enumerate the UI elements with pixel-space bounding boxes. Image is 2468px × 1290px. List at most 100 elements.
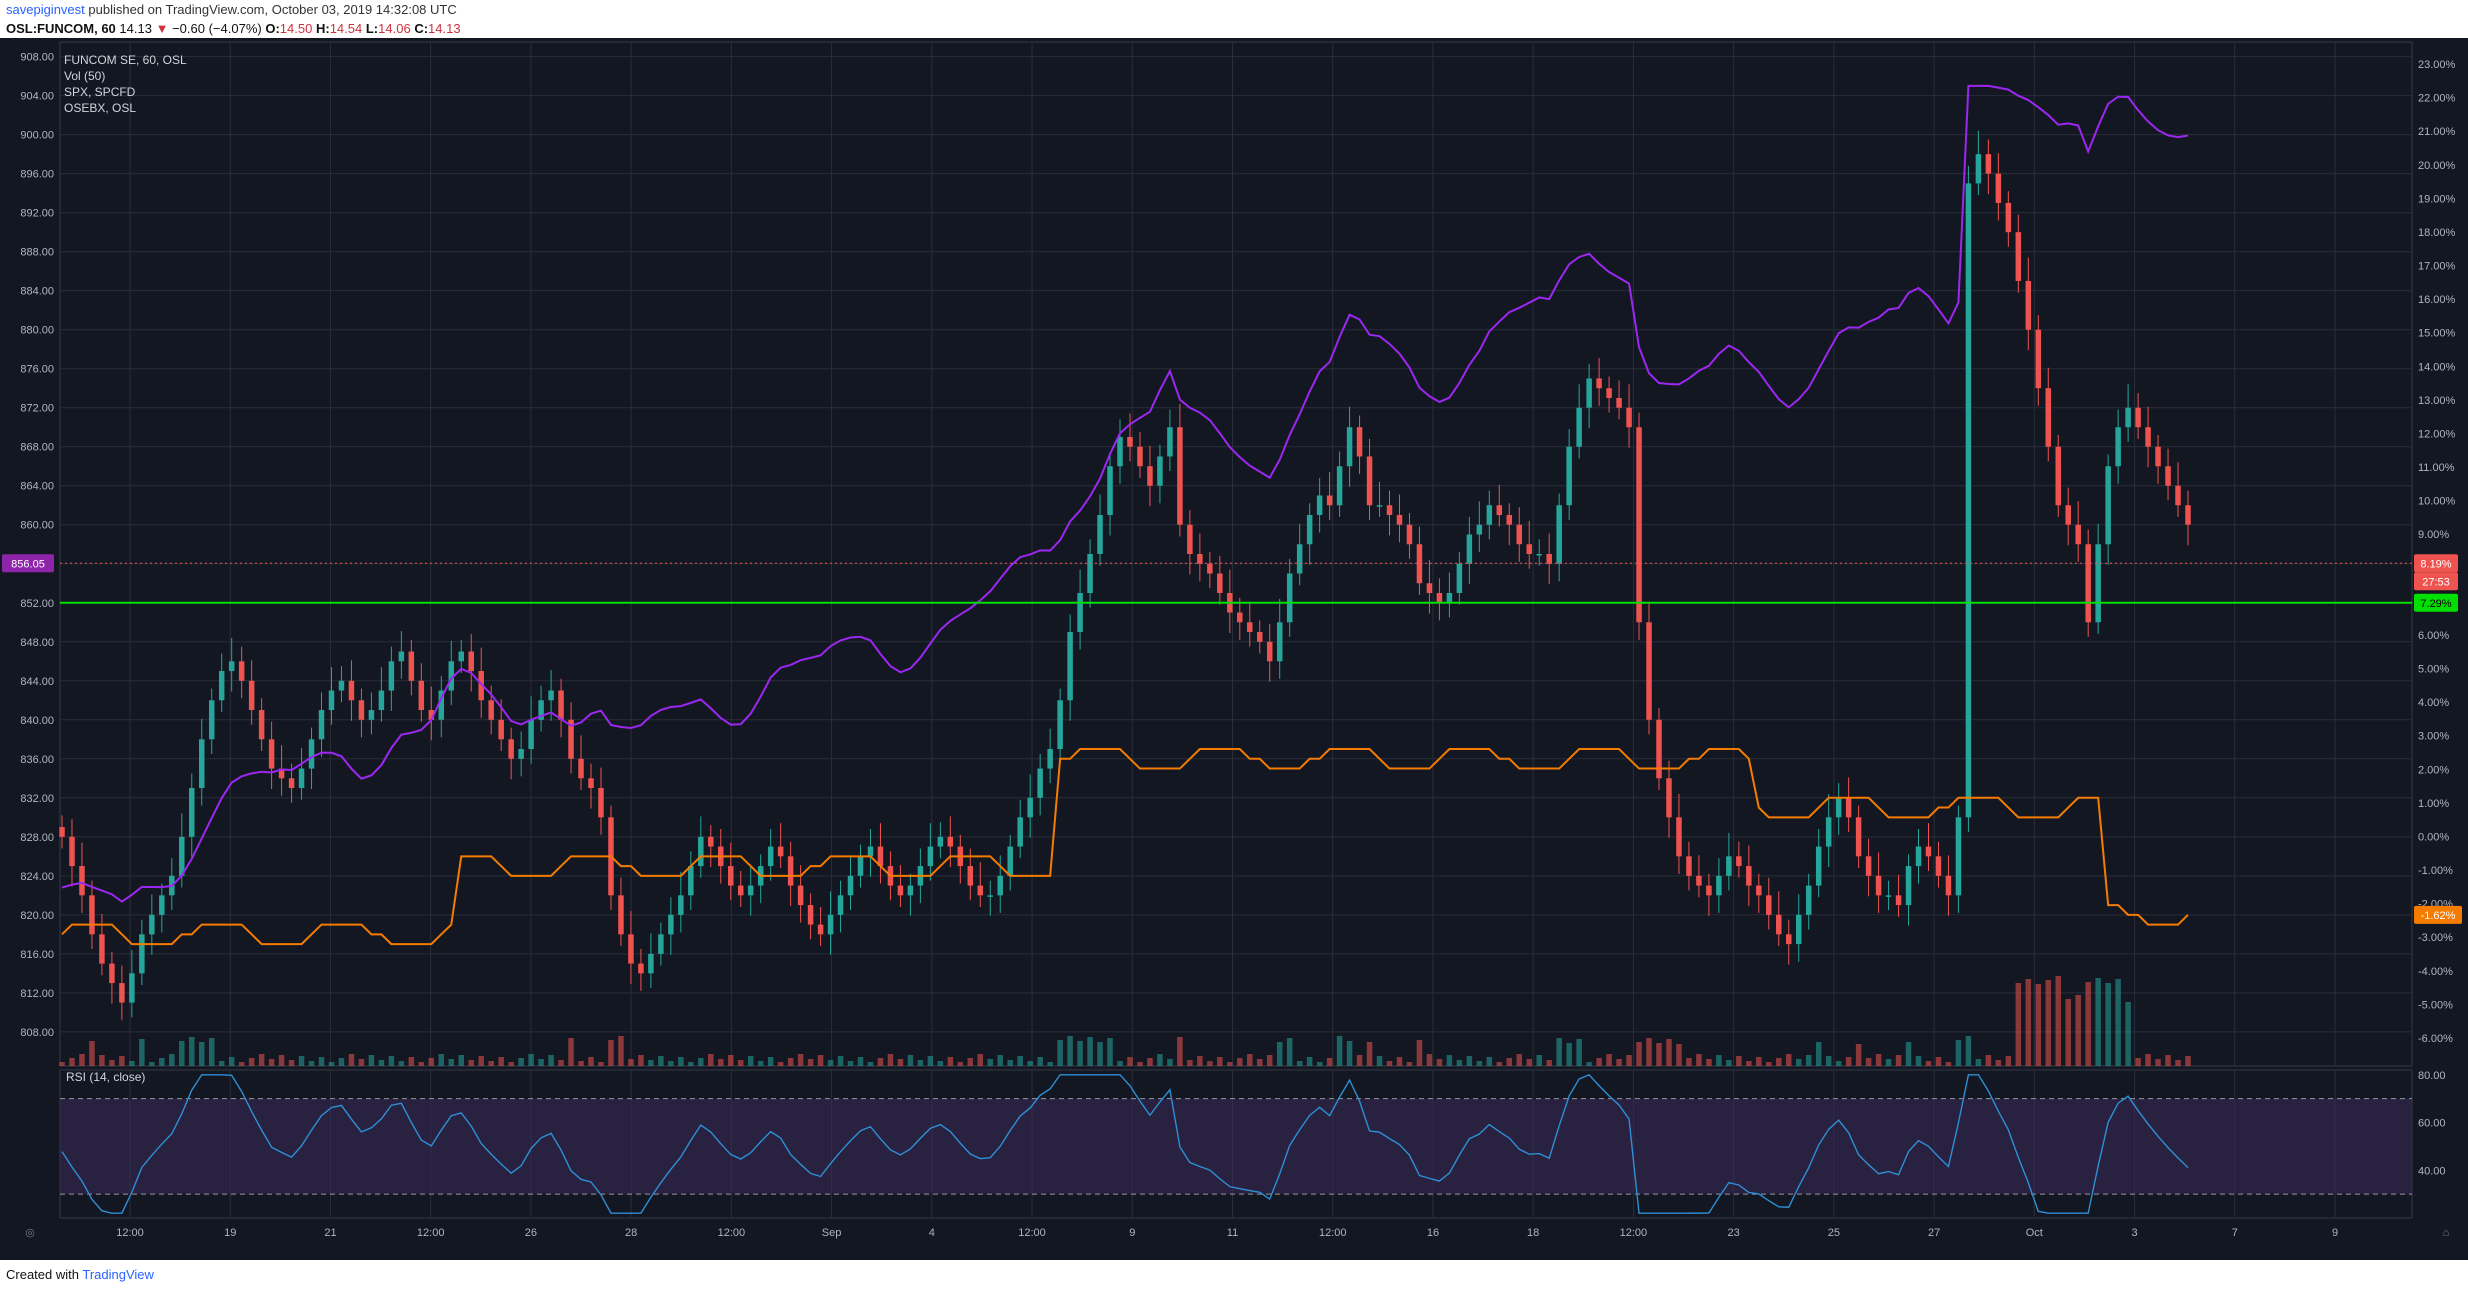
- percent-tick-label: 3.00%: [2418, 731, 2449, 743]
- volume-bar: [628, 1059, 634, 1066]
- osebx-line: [61, 748, 2189, 946]
- candle-body: [1207, 563, 1213, 574]
- volume-bar: [797, 1054, 804, 1066]
- candle-body: [797, 885, 804, 906]
- candle-body: [668, 914, 674, 935]
- volume-bar: [1606, 1054, 1612, 1066]
- chart-area[interactable]: 908.00 904.00 900.00 896.00 892.00 888.00 884.…: [0, 38, 2468, 1260]
- volume-bar: [2115, 979, 2121, 1066]
- volume-bar: [678, 1057, 684, 1066]
- legend-spx: SPX, SPCFD: [64, 85, 136, 99]
- percent-tick-label: 5.00%: [2418, 664, 2449, 676]
- candle-body: [847, 875, 854, 896]
- candle-body: [448, 661, 455, 691]
- volume-bar: [89, 1041, 95, 1066]
- price-tick-label: 824.00: [20, 871, 54, 883]
- volume-bar: [578, 1061, 584, 1066]
- candle-body: [1406, 524, 1413, 545]
- candle-body: [268, 739, 275, 769]
- hline-badge-bg: [2414, 593, 2458, 612]
- price-tick-label: 816.00: [20, 949, 54, 961]
- volume-bar: [59, 1062, 65, 1066]
- volume-bar: [1795, 1059, 1802, 1066]
- price-tick-label: 852.00: [20, 598, 54, 610]
- volume-bar: [718, 1059, 724, 1066]
- volume-bars: [59, 976, 2191, 1066]
- volume-bar: [2055, 976, 2061, 1066]
- published-text: published on TradingView.com, October 03…: [88, 2, 457, 17]
- candle-body: [109, 963, 115, 984]
- volume-bar: [109, 1060, 115, 1066]
- volume-bar: [139, 1039, 145, 1066]
- volume-bar: [1476, 1061, 1483, 1066]
- volume-bar: [438, 1054, 445, 1066]
- volume-bar: [1197, 1056, 1203, 1066]
- candle-body: [1466, 534, 1473, 564]
- volume-bar: [1666, 1039, 1672, 1066]
- candle-body: [2145, 427, 2151, 447]
- percent-tick-label: 19.00%: [2418, 193, 2456, 205]
- volume-bar: [747, 1056, 754, 1066]
- candle-body: [1027, 797, 1033, 818]
- volume-bar: [548, 1055, 554, 1066]
- candle-body: [837, 895, 844, 915]
- percent-tick-label: 17.00%: [2418, 261, 2456, 273]
- price-tick-label: 836.00: [20, 754, 54, 766]
- volume-bar: [1526, 1059, 1532, 1066]
- candle-body: [1486, 505, 1493, 525]
- volume-bar: [1925, 1061, 1932, 1066]
- candle-body: [328, 690, 335, 711]
- candle-body: [398, 651, 405, 662]
- volume-bar: [1207, 1061, 1213, 1066]
- volume-bar: [218, 1061, 225, 1066]
- candle-body: [1805, 885, 1812, 915]
- price-tick-label: 820.00: [20, 910, 54, 922]
- tradingview-link[interactable]: TradingView: [82, 1267, 154, 1282]
- candle-body: [1845, 797, 1852, 818]
- volume-bar: [2155, 1059, 2161, 1066]
- time-tick-label: Oct: [2026, 1227, 2043, 1239]
- volume-bar: [159, 1058, 165, 1066]
- volume-bar: [1576, 1039, 1582, 1066]
- rsi-line: [61, 1073, 2189, 1214]
- percent-tick-label: 4.00%: [2418, 697, 2449, 709]
- volume-bar: [1855, 1044, 1862, 1066]
- volume-bar: [1706, 1059, 1712, 1066]
- percent-tick-label: 0.00%: [2418, 831, 2449, 843]
- candle-body: [1376, 505, 1383, 507]
- candle-body: [2075, 524, 2081, 545]
- candle-body: [1626, 407, 1632, 428]
- candle-body: [827, 914, 834, 935]
- volume-bar: [1626, 1055, 1632, 1066]
- candle-body: [1556, 505, 1562, 564]
- candle-body: [518, 749, 524, 759]
- volume-bar: [727, 1055, 734, 1066]
- candle-body: [1855, 817, 1862, 857]
- candle-body: [1546, 554, 1552, 564]
- volume-bar: [1296, 1061, 1303, 1066]
- candle-body: [1885, 895, 1892, 897]
- publish-header: savepiginvest published on TradingView.c…: [0, 0, 2468, 38]
- created-with: Created with TradingView: [6, 1267, 154, 1282]
- percent-tick-label: 10.00%: [2418, 496, 2456, 508]
- zoom-icon: ◎: [25, 1227, 35, 1239]
- change-value: −0.60 (−4.07%): [172, 21, 262, 36]
- author-link[interactable]: savepiginvest: [6, 2, 85, 17]
- volume-bar: [987, 1059, 993, 1066]
- chart-svg[interactable]: 908.00 904.00 900.00 896.00 892.00 888.00 884.…: [0, 38, 2468, 1260]
- volume-bar: [408, 1057, 415, 1066]
- spx-line: [61, 84, 2189, 903]
- price-tick-label: 908.00: [20, 52, 54, 64]
- candle-body: [1446, 593, 1453, 603]
- percent-tick-label: 15.00%: [2418, 328, 2456, 340]
- candle-body: [987, 895, 993, 897]
- volume-bar: [648, 1060, 654, 1066]
- volume-bar: [618, 1036, 624, 1066]
- candle-body: [278, 768, 285, 779]
- volume-bar: [917, 1060, 924, 1066]
- close-label: C:: [414, 21, 429, 36]
- volume-bar: [1346, 1041, 1353, 1066]
- candle-body: [1995, 173, 2002, 203]
- candle-body: [238, 661, 245, 681]
- candle-body: [218, 671, 225, 701]
